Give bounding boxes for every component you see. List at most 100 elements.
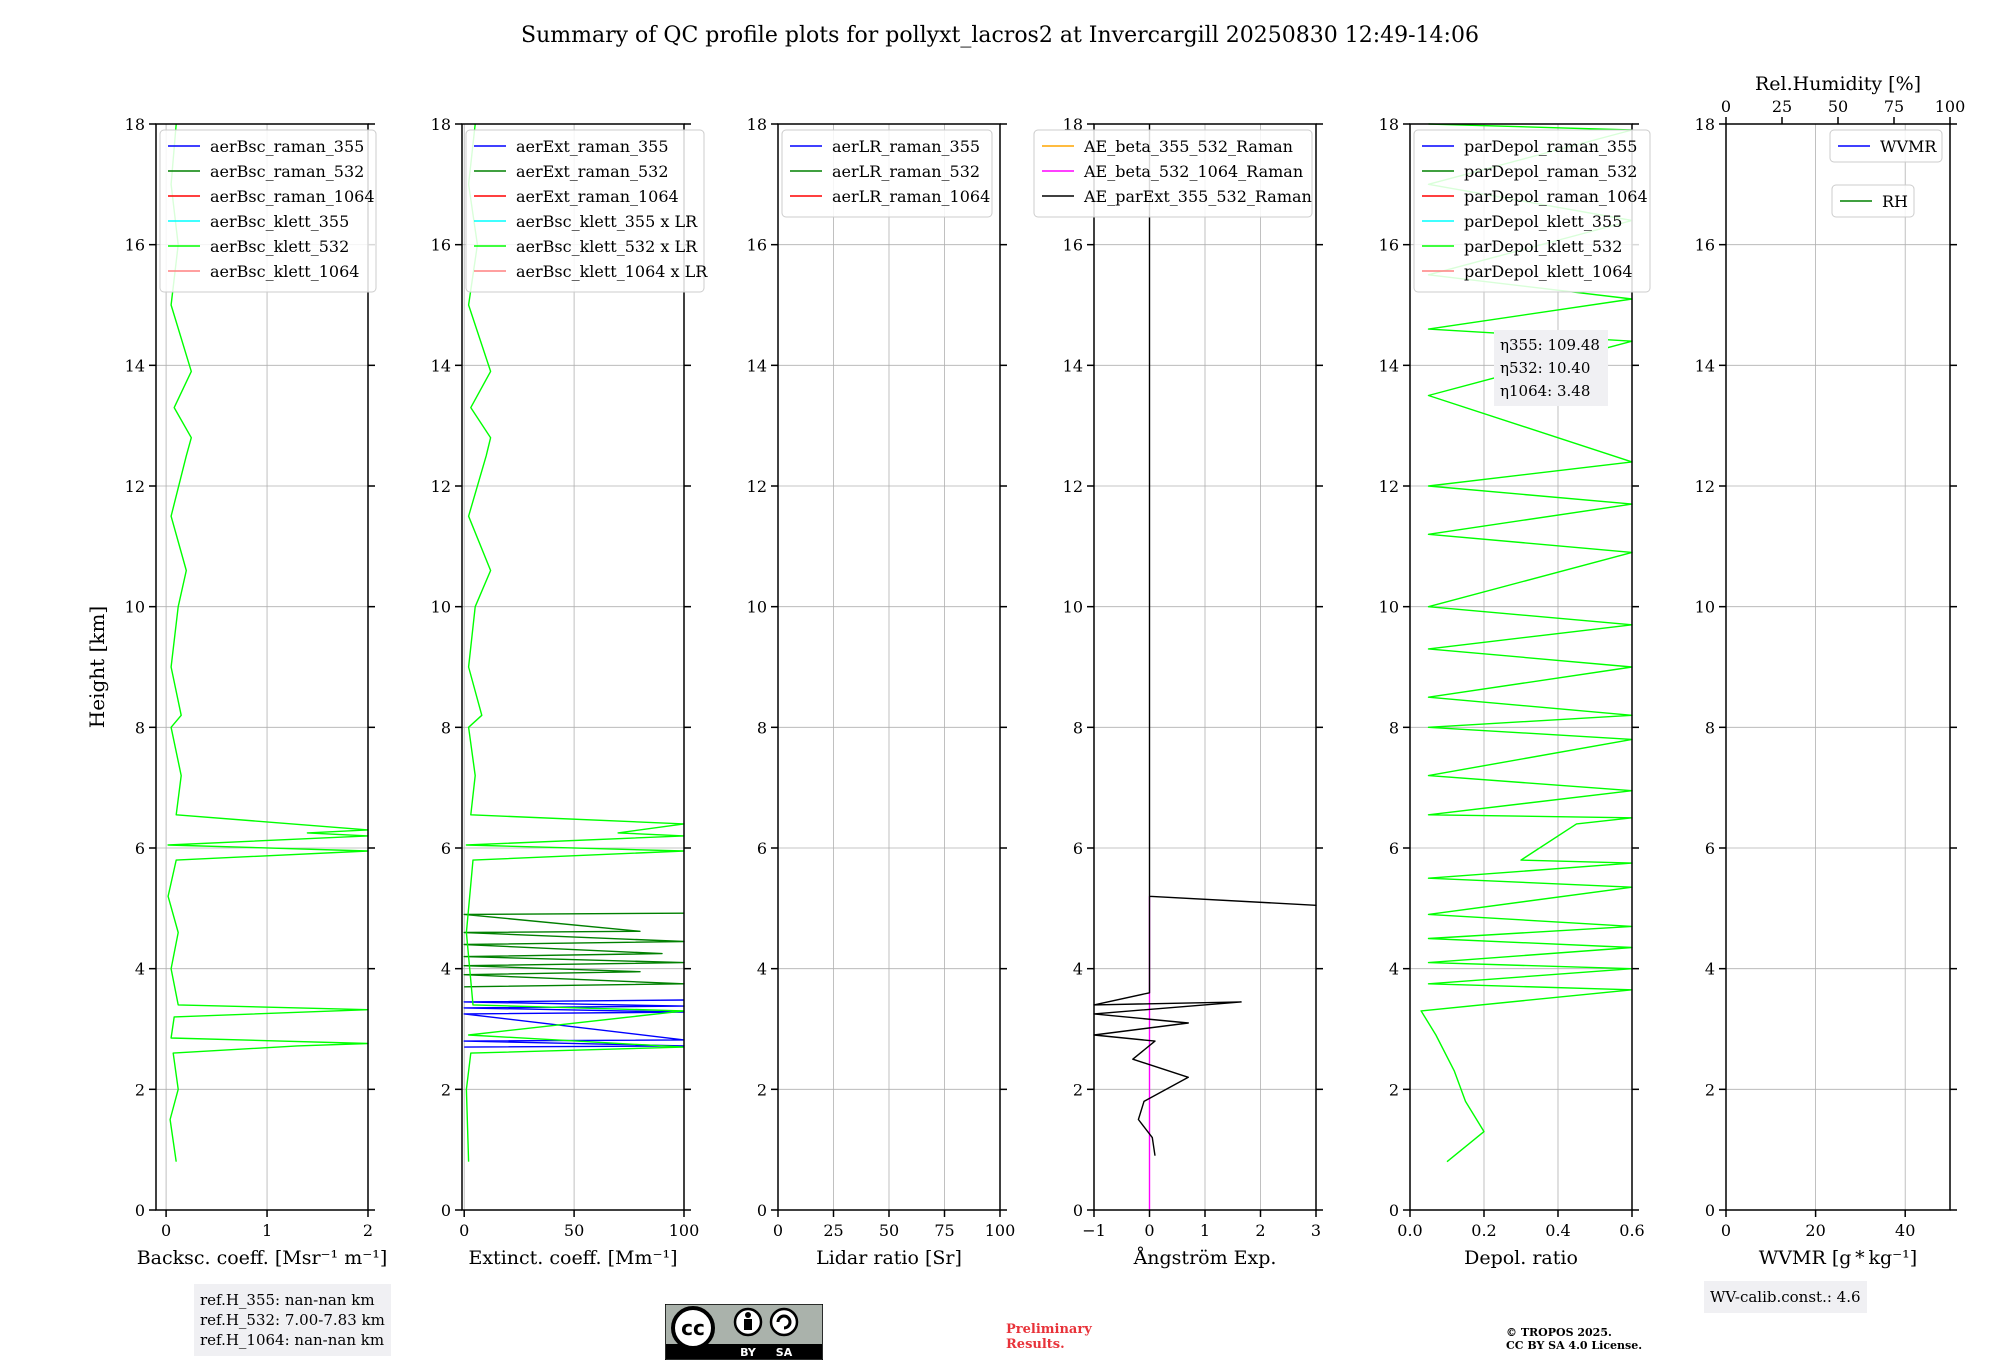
x-axis-label: Ångström Exp. xyxy=(1133,1247,1277,1269)
y-tick-label: 14 xyxy=(1695,356,1715,375)
y-tick-label: 16 xyxy=(431,236,451,255)
y-tick-label: 2 xyxy=(135,1080,145,1099)
legend-label: parDepol_klett_532 xyxy=(1464,237,1622,256)
prelim-line-2: Results. xyxy=(1006,1337,1065,1352)
y-axis-label: Height [km] xyxy=(85,606,109,728)
legend-label: parDepol_raman_355 xyxy=(1464,137,1637,156)
legend: aerLR_raman_355 aerLR_raman_532 aerLR_rama… xyxy=(781,129,993,218)
y-tick-label: 18 xyxy=(125,115,145,134)
copyright-note: © TROPOS 2025. CC BY SA 4.0 License. xyxy=(1506,1326,1642,1352)
axes-frame xyxy=(1409,123,1633,1211)
legend: aerExt_raman_355 aerExt_raman_532 aerExt_r… xyxy=(465,129,708,293)
x2-tick-label: 100 xyxy=(1935,97,1966,116)
y-tick-label: 8 xyxy=(757,718,767,737)
axes-frame xyxy=(1093,123,1317,1211)
sa-label: SA xyxy=(776,1346,793,1359)
figure-title: Summary of QC profile plots for pollyxt_… xyxy=(521,23,1479,48)
x-tick-label: 0.2 xyxy=(1471,1221,1496,1240)
cc-icon xyxy=(671,1306,715,1350)
y-tick-label: 10 xyxy=(1063,598,1083,617)
y-tick-label: 6 xyxy=(135,839,145,858)
legend-label: parDepol_raman_532 xyxy=(1464,162,1637,181)
chart-panel-2: 0 2 4 6 8 10 12 14 16 18 0 50 100 Extinct. coeff. [Mm… xyxy=(431,115,709,1269)
y-tick-label: 2 xyxy=(1073,1080,1083,1099)
legend-label: aerExt_raman_532 xyxy=(516,162,669,181)
y-tick-label: 2 xyxy=(1389,1080,1399,1099)
legend-label: aerBsc_klett_532 x LR xyxy=(516,237,698,256)
legend-label: AE_parExt_355_532_Raman xyxy=(1083,187,1312,206)
legend: aerBsc_raman_355 aerBsc_raman_532 aerBsc_r… xyxy=(159,129,377,293)
y-tick-label: 14 xyxy=(125,356,145,375)
legend-box-wvmr xyxy=(1829,129,1943,163)
y-tick-label: 12 xyxy=(747,477,767,496)
legend-label: parDepol_klett_1064 xyxy=(1464,262,1633,281)
x-tick-label: 1 xyxy=(1200,1221,1210,1240)
legend-box-rh xyxy=(1831,184,1915,218)
legend-label: aerBsc_klett_1064 xyxy=(210,262,359,281)
x-tick-label: 0 xyxy=(773,1221,783,1240)
y-tick-label: 0 xyxy=(1389,1201,1399,1220)
x-tick-label: 75 xyxy=(934,1221,954,1240)
ref-height-355: ref.H_355: nan-nan km xyxy=(200,1291,375,1309)
x-tick-label: 50 xyxy=(879,1221,899,1240)
x-axis-label: Depol. ratio xyxy=(1464,1247,1578,1269)
y-tick-label: 18 xyxy=(1695,115,1715,134)
preliminary-results-note: Preliminary Results. xyxy=(1006,1322,1092,1352)
x2-tick-label: 25 xyxy=(1772,97,1792,116)
x-tick-label: 40 xyxy=(1895,1221,1915,1240)
y-tick-label: 8 xyxy=(135,718,145,737)
y-tick-label: 16 xyxy=(1379,236,1399,255)
y-tick-label: 2 xyxy=(1705,1080,1715,1099)
eta-value-2: η1064: 3.48 xyxy=(1500,382,1590,400)
legend-label: aerBsc_klett_532 xyxy=(210,237,349,256)
y-tick-label: 12 xyxy=(1063,477,1083,496)
y-tick-label: 10 xyxy=(747,598,767,617)
x-tick-label: 0 xyxy=(1721,1221,1731,1240)
x-tick-label: 25 xyxy=(823,1221,843,1240)
x-tick-label: 0 xyxy=(459,1221,469,1240)
y-tick-label: 16 xyxy=(1063,236,1083,255)
eta-value-0: η355: 109.48 xyxy=(1500,336,1600,354)
legend-box xyxy=(781,129,993,218)
y-tick-label: 8 xyxy=(441,718,451,737)
x-tick-label: 20 xyxy=(1805,1221,1825,1240)
x-tick-label: 0 xyxy=(161,1221,171,1240)
y-tick-label: 0 xyxy=(441,1201,451,1220)
y-tick-label: 8 xyxy=(1389,718,1399,737)
y-tick-label: 0 xyxy=(1705,1201,1715,1220)
x-tick-label: 0.4 xyxy=(1545,1221,1570,1240)
y-tick-label: 10 xyxy=(1379,598,1399,617)
y-tick-label: 0 xyxy=(757,1201,767,1220)
eta-box xyxy=(1494,330,1608,406)
y-tick-label: 6 xyxy=(1073,839,1083,858)
legend-label: aerLR_raman_1064 xyxy=(832,187,990,206)
legend-label: aerLR_raman_355 xyxy=(832,137,980,156)
y-tick-label: 2 xyxy=(441,1080,451,1099)
y-tick-label: 18 xyxy=(1379,115,1399,134)
y-tick-label: 14 xyxy=(747,356,767,375)
series-aerExt_raman_355 xyxy=(463,999,685,1048)
legend: parDepol_raman_355 parDepol_raman_532 parD… xyxy=(1413,129,1651,293)
y-tick-label: 4 xyxy=(135,960,145,979)
legend-label: WVMR xyxy=(1880,137,1937,156)
cc-icon-label: cc xyxy=(681,1316,705,1340)
series-AE_parExt_355_532_Raman xyxy=(1093,124,1317,1156)
axes-frame xyxy=(777,123,1001,1211)
x-tick-label: 3 xyxy=(1311,1221,1321,1240)
x-axis-label: Lidar ratio [Sr] xyxy=(816,1247,962,1269)
y-tick-label: 18 xyxy=(431,115,451,134)
legend-label: aerBsc_klett_355 x LR xyxy=(516,212,698,231)
y-tick-label: 4 xyxy=(1705,960,1715,979)
y-tick-label: 14 xyxy=(1063,356,1083,375)
legend-label: aerExt_raman_1064 xyxy=(516,187,679,206)
legend-label: RH xyxy=(1882,192,1908,211)
y-tick-label: 10 xyxy=(431,598,451,617)
y-tick-label: 0 xyxy=(135,1201,145,1220)
x-axis-label: Backsc. coeff. [Msr⁻¹ m⁻¹] xyxy=(137,1247,388,1269)
reference-height-box: ref.H_355: nan-nan km ref.H_532: 7.00-7.… xyxy=(194,1284,391,1356)
x2-tick-label: 75 xyxy=(1884,97,1904,116)
series-aerBsc_klett_532 x LR xyxy=(465,123,685,1162)
x-tick-label: 2 xyxy=(1255,1221,1265,1240)
